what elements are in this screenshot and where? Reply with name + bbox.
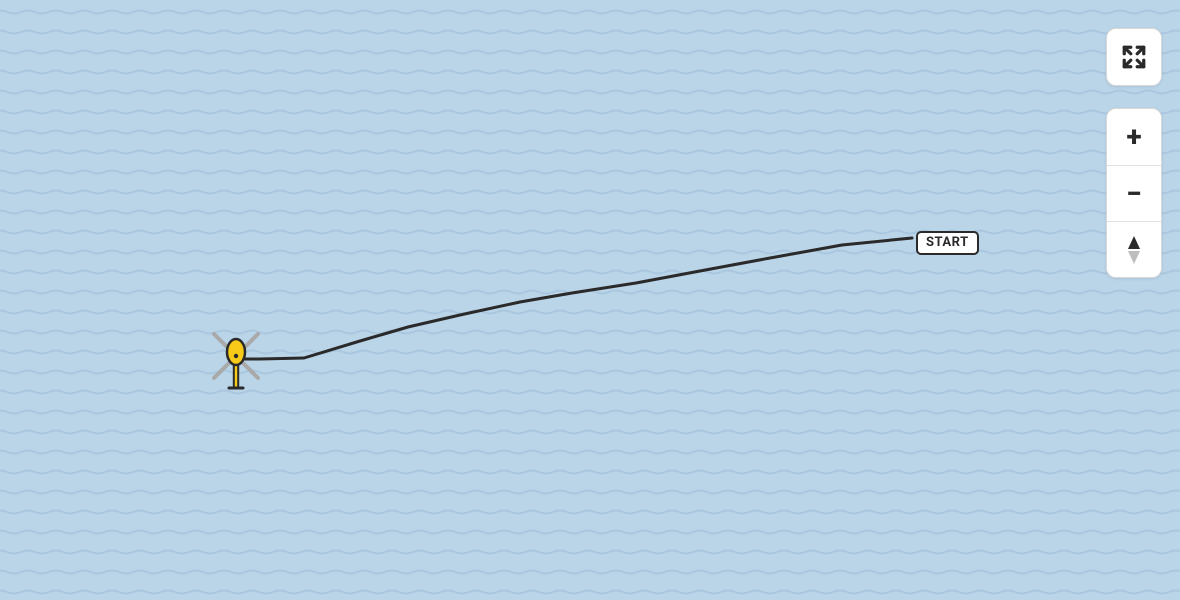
minus-icon: − [1126,180,1141,208]
navigation-control-group: + − [1106,108,1162,278]
zoom-in-button[interactable]: + [1107,109,1161,165]
plus-icon: + [1126,123,1141,151]
start-marker-label: START [916,231,979,255]
fullscreen-button[interactable] [1107,29,1161,85]
fullscreen-control-group [1106,28,1162,86]
reset-bearing-button[interactable] [1107,221,1161,277]
zoom-out-button[interactable]: − [1107,165,1161,221]
water-background [0,0,1180,600]
expand-icon [1121,44,1147,70]
map-viewport[interactable]: START [0,0,1180,600]
compass-icon [1124,235,1144,265]
map-controls: + − [1106,28,1162,278]
